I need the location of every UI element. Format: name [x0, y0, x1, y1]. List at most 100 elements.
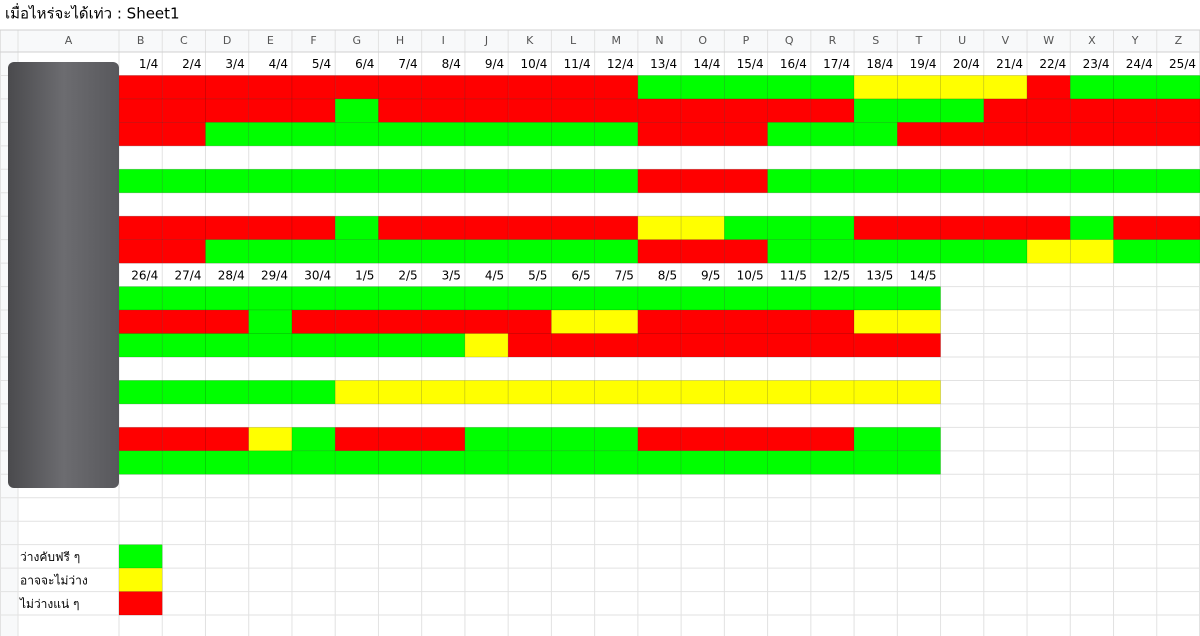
status-cell	[378, 309, 422, 334]
status-cell	[897, 239, 941, 264]
status-cell	[378, 380, 422, 405]
column-header: A	[65, 34, 73, 47]
column-header: G	[353, 34, 362, 47]
status-cell	[291, 333, 336, 358]
date-label: 5/4	[312, 57, 331, 71]
status-cell	[1113, 169, 1158, 194]
status-cell	[205, 450, 250, 475]
column-header: N	[655, 34, 663, 47]
status-cell	[248, 169, 293, 194]
status-cell	[724, 98, 768, 123]
status-cell	[724, 427, 768, 452]
status-cell	[507, 333, 552, 358]
status-cell	[853, 215, 898, 240]
date-label: 10/4	[520, 57, 547, 71]
column-header: R	[829, 34, 837, 47]
status-cell	[161, 215, 206, 240]
status-cell	[378, 450, 422, 475]
status-cell	[853, 380, 898, 405]
status-cell	[205, 286, 250, 311]
status-cell	[940, 98, 985, 123]
status-cell	[1156, 75, 1200, 100]
date-label: 8/4	[442, 57, 461, 71]
status-cell	[421, 309, 466, 334]
status-cell	[680, 169, 725, 194]
status-cell	[334, 122, 379, 147]
status-cell	[1069, 215, 1114, 240]
status-cell	[724, 309, 768, 334]
status-cell	[1069, 98, 1114, 123]
status-cell	[334, 239, 379, 264]
status-cell	[421, 286, 466, 311]
redacted-names	[8, 62, 119, 488]
status-cell	[161, 75, 206, 100]
status-cell	[551, 450, 595, 475]
status-cell	[767, 169, 812, 194]
status-cell	[507, 450, 552, 475]
status-cell	[1113, 215, 1158, 240]
status-cell	[594, 309, 639, 334]
status-cell	[724, 122, 768, 147]
status-cell	[334, 286, 379, 311]
status-cell	[1156, 169, 1200, 194]
date-label: 11/4	[564, 57, 591, 71]
status-cell	[507, 98, 552, 123]
legend-label: อาจจะไม่ว่าง	[20, 573, 88, 587]
status-cell	[853, 286, 898, 311]
status-cell	[724, 75, 768, 100]
status-cell	[378, 98, 422, 123]
column-header: Q	[785, 34, 794, 47]
status-cell	[421, 215, 466, 240]
status-cell	[205, 309, 250, 334]
status-cell	[897, 122, 941, 147]
status-cell	[1026, 98, 1071, 123]
status-cell	[161, 169, 206, 194]
status-cell	[767, 215, 812, 240]
status-cell	[464, 333, 509, 358]
date-label: 2/5	[398, 268, 417, 282]
status-cell	[853, 169, 898, 194]
status-cell	[551, 427, 595, 452]
cells: 1/4 2/4 3/4 4/4 5/4 6/4 7/4 8/4 9/4 10/4 11/4 12/4 1…	[19, 57, 1200, 616]
status-cell	[1156, 98, 1200, 123]
status-cell	[637, 98, 682, 123]
status-cell	[940, 75, 985, 100]
date-label: 29/4	[261, 268, 288, 282]
status-cell	[637, 122, 682, 147]
date-label: 14/5	[910, 268, 937, 282]
status-cell	[853, 427, 898, 452]
status-cell	[853, 98, 898, 123]
date-label: 5/5	[528, 268, 547, 282]
status-cell	[248, 380, 293, 405]
column-header: D	[223, 34, 231, 47]
date-label: 20/4	[953, 57, 980, 71]
status-cell	[291, 427, 336, 452]
status-cell	[118, 169, 163, 194]
status-cell	[551, 98, 595, 123]
status-cell	[205, 380, 250, 405]
legend-swatch	[118, 544, 163, 569]
status-cell	[853, 75, 898, 100]
status-cell	[421, 122, 466, 147]
status-cell	[334, 427, 379, 452]
status-cell	[334, 215, 379, 240]
status-cell	[464, 169, 509, 194]
status-cell	[680, 239, 725, 264]
status-cell	[118, 122, 163, 147]
status-cell	[118, 286, 163, 311]
status-cell	[680, 427, 725, 452]
date-label: 10/5	[737, 268, 764, 282]
status-cell	[637, 215, 682, 240]
status-cell	[421, 380, 466, 405]
status-cell	[594, 215, 639, 240]
status-cell	[378, 286, 422, 311]
status-cell	[205, 122, 250, 147]
status-cell	[897, 333, 941, 358]
status-cell	[680, 333, 725, 358]
status-cell	[680, 286, 725, 311]
status-cell	[421, 333, 466, 358]
status-cell	[291, 239, 336, 264]
status-cell	[897, 215, 941, 240]
status-cell	[421, 239, 466, 264]
